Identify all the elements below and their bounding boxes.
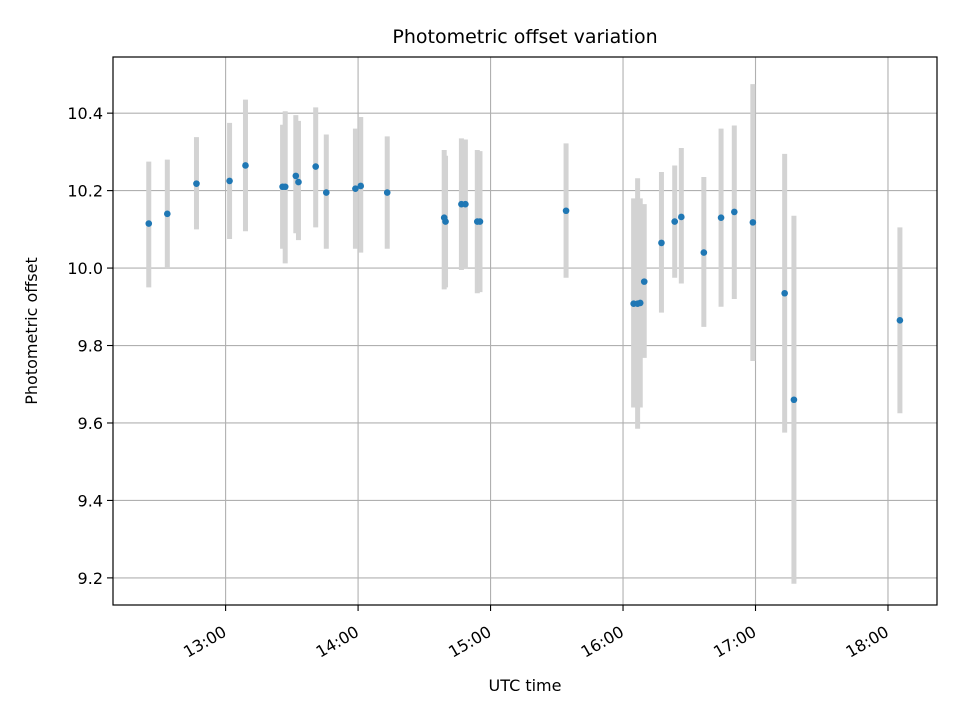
data-point [383, 189, 391, 196]
data-point [781, 289, 788, 297]
y-tick-label: 10.2 [67, 182, 103, 201]
grid-lines [113, 57, 937, 605]
data-point [462, 200, 469, 208]
y-tick-label: 9.8 [78, 337, 103, 356]
data-point [295, 178, 302, 186]
data-point [658, 239, 665, 247]
data-point [678, 213, 685, 221]
plot-frame [112, 56, 938, 606]
y-tick-label: 10.4 [67, 104, 103, 123]
data-point [226, 177, 233, 185]
data-point [636, 299, 644, 307]
data-point [357, 182, 365, 190]
data-point [717, 214, 725, 222]
data-point [442, 218, 449, 225]
data-point [671, 218, 678, 225]
data-point [292, 172, 300, 180]
y-tick-label: 9.2 [78, 569, 103, 588]
chart-title: Photometric offset variation [392, 26, 657, 48]
data-point [700, 249, 708, 256]
data-point [312, 163, 319, 170]
x-axis-label: UTC time [489, 676, 562, 695]
data-point [281, 183, 289, 191]
data-point [640, 278, 648, 285]
y-tick-label: 9.4 [78, 491, 103, 510]
data-point [731, 208, 738, 216]
data-point [352, 185, 359, 192]
data-point [896, 317, 904, 324]
data-point [193, 180, 200, 187]
y-tick-label: 10.0 [67, 259, 103, 278]
data-point [145, 220, 153, 227]
data-point [242, 162, 249, 169]
y-axis-label: Photometric offset [22, 257, 41, 405]
y-axis-ticks: 9.2 9.4 9.6 9.8 10.0 10.2 10.4 [67, 104, 113, 588]
data-points [145, 162, 904, 404]
data-point [562, 207, 570, 215]
data-point [322, 189, 330, 196]
y-tick-label: 9.6 [78, 414, 103, 433]
data-point [476, 218, 484, 225]
data-point [790, 396, 798, 404]
data-point [749, 219, 757, 226]
data-point [164, 210, 171, 218]
